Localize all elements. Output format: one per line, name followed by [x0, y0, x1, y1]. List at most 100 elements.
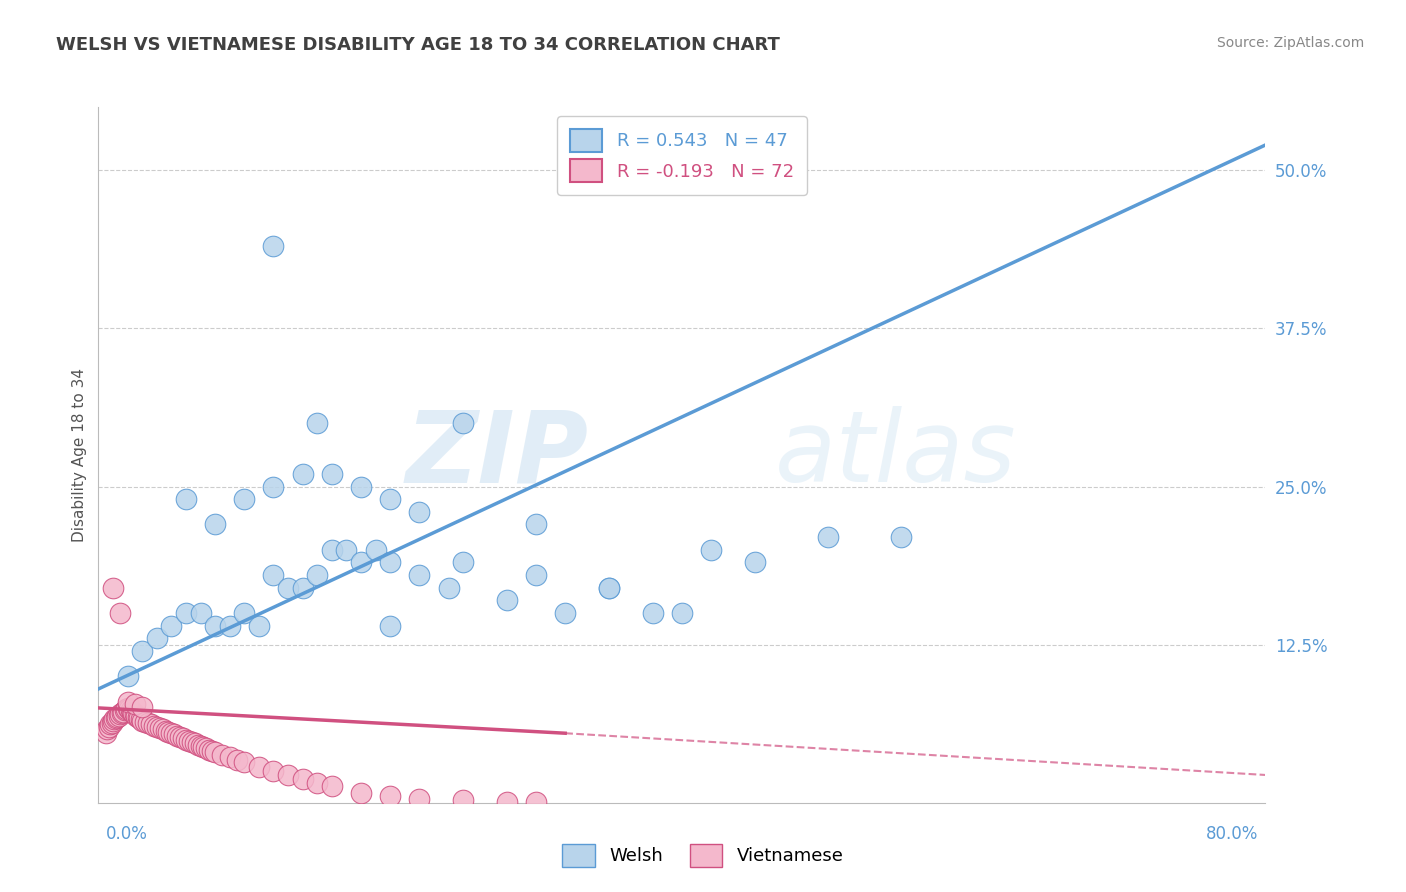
Point: [124, 707, 146, 722]
Point: [115, 702, 138, 716]
Point: [291, 772, 314, 786]
Point: [129, 712, 152, 726]
Point: [180, 735, 202, 749]
Point: [198, 742, 221, 756]
Point: [291, 581, 314, 595]
Point: [128, 711, 150, 725]
Point: [598, 581, 620, 595]
Point: [364, 542, 387, 557]
Point: [174, 732, 197, 747]
Point: [554, 606, 576, 620]
Text: ZIP: ZIP: [405, 407, 589, 503]
Legend: Welsh, Vietnamese: Welsh, Vietnamese: [555, 837, 851, 874]
Point: [110, 606, 132, 620]
Point: [117, 701, 139, 715]
Point: [142, 718, 165, 732]
Point: [451, 793, 474, 807]
Text: Source: ZipAtlas.com: Source: ZipAtlas.com: [1216, 36, 1364, 50]
Point: [247, 618, 270, 632]
Point: [155, 723, 177, 738]
Point: [120, 703, 142, 717]
Point: [307, 568, 329, 582]
Point: [380, 789, 402, 804]
Point: [117, 669, 139, 683]
Point: [204, 517, 226, 532]
Text: WELSH VS VIETNAMESE DISABILITY AGE 18 TO 34 CORRELATION CHART: WELSH VS VIETNAMESE DISABILITY AGE 18 TO…: [56, 36, 780, 54]
Point: [190, 739, 212, 753]
Point: [152, 723, 174, 737]
Point: [524, 517, 547, 532]
Point: [350, 786, 373, 800]
Point: [350, 556, 373, 570]
Point: [451, 417, 474, 431]
Point: [380, 492, 402, 507]
Point: [174, 606, 197, 620]
Point: [335, 542, 357, 557]
Point: [408, 568, 430, 582]
Point: [121, 705, 143, 719]
Point: [131, 644, 153, 658]
Point: [124, 697, 146, 711]
Point: [890, 530, 912, 544]
Point: [105, 710, 128, 724]
Point: [169, 730, 191, 744]
Point: [524, 795, 547, 809]
Point: [247, 760, 270, 774]
Point: [380, 556, 402, 570]
Point: [641, 606, 664, 620]
Point: [125, 708, 148, 723]
Point: [177, 734, 200, 748]
Point: [218, 618, 240, 632]
Point: [233, 756, 256, 770]
Point: [671, 606, 693, 620]
Point: [117, 695, 139, 709]
Point: [218, 750, 240, 764]
Point: [136, 716, 159, 731]
Point: [817, 530, 839, 544]
Point: [201, 744, 224, 758]
Point: [101, 581, 124, 595]
Point: [134, 714, 156, 729]
Point: [160, 726, 183, 740]
Point: [131, 699, 153, 714]
Point: [262, 239, 284, 253]
Point: [111, 706, 134, 720]
Point: [172, 731, 194, 746]
Point: [598, 581, 620, 595]
Point: [496, 593, 519, 607]
Point: [101, 714, 124, 728]
Point: [146, 720, 169, 734]
Point: [321, 780, 343, 794]
Point: [127, 710, 149, 724]
Point: [451, 556, 474, 570]
Point: [163, 727, 186, 741]
Point: [183, 736, 205, 750]
Point: [114, 703, 136, 717]
Point: [307, 775, 329, 789]
Point: [524, 568, 547, 582]
Point: [277, 768, 299, 782]
Point: [233, 606, 256, 620]
Point: [108, 708, 131, 723]
Point: [190, 606, 212, 620]
Point: [112, 705, 135, 719]
Point: [291, 467, 314, 481]
Point: [98, 717, 121, 731]
Point: [103, 712, 125, 726]
Point: [146, 632, 169, 646]
Text: atlas: atlas: [775, 407, 1017, 503]
Point: [262, 568, 284, 582]
Point: [437, 581, 460, 595]
Point: [122, 706, 145, 720]
Point: [380, 618, 402, 632]
Text: 0.0%: 0.0%: [105, 825, 148, 843]
Point: [262, 764, 284, 779]
Point: [307, 417, 329, 431]
Point: [187, 738, 209, 752]
Y-axis label: Disability Age 18 to 34: Disability Age 18 to 34: [72, 368, 87, 542]
Point: [744, 556, 766, 570]
Point: [277, 581, 299, 595]
Point: [193, 740, 215, 755]
Point: [226, 753, 249, 767]
Point: [195, 741, 218, 756]
